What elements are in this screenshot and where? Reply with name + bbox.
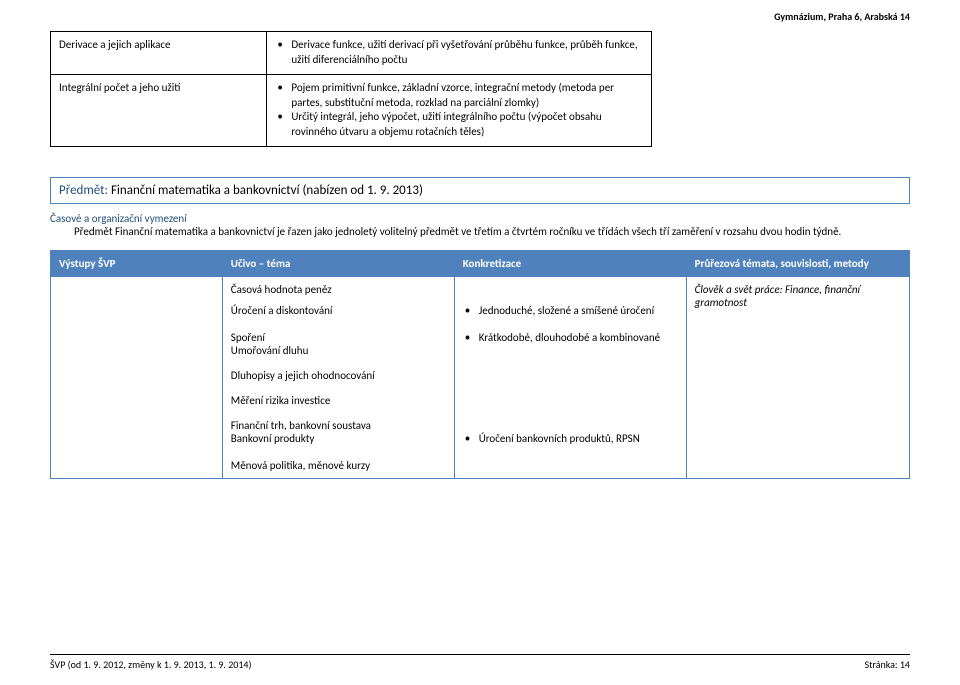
t2-r4-c0: [51, 413, 223, 453]
t2-r4-c2-spacer: [463, 419, 678, 432]
subject-suffix: (nabízen od 1. 9. 2013): [300, 183, 423, 198]
subject-box: Předmět: Finanční matematika a bankovnic…: [50, 177, 910, 204]
t2-r0-c1b: Úročení a diskontování: [231, 304, 446, 317]
t2-r1-c0: [51, 325, 223, 363]
t1-r1-b1: Určitý integrál, jeho výpočet, užití int…: [277, 110, 643, 140]
t2-row5: Měnová politika, měnové kurzy: [51, 453, 910, 479]
t2-row3: Měření rizika investice: [51, 388, 910, 413]
t2-r2-c1: Dluhopisy a jejich ohodnocování: [222, 363, 454, 388]
t1-r0-left: Derivace a jejich aplikace: [51, 32, 267, 75]
t2-head-c2: Konkretizace: [454, 250, 686, 276]
t2-r5-c3: [686, 453, 909, 479]
t2-r3-c2: [454, 388, 686, 413]
t2-r2-c0: [51, 363, 223, 388]
t2-r5-c2: [454, 453, 686, 479]
t2-r2-c3: [686, 363, 909, 388]
t2-row0: Časová hodnota peněz Úročení a diskontov…: [51, 276, 910, 324]
t1-r0-right: Derivace funkce, užití derivací při vyše…: [267, 32, 652, 75]
t2-r5-c0: [51, 453, 223, 479]
intro-label: Časové a organizační vymezení: [50, 212, 910, 225]
t2-head-c3: Průřezová témata, souvislosti, metody: [686, 250, 909, 276]
t2-r0-c3: Člověk a svět práce: Finance, finanční g…: [686, 276, 909, 324]
t2-r1-c2: Krátkodobé, dlouhodobé a kombinované: [454, 325, 686, 363]
t2-r0-c0: [51, 276, 223, 324]
t2-r3-c0: [51, 388, 223, 413]
t2-r4-c1: Finanční trh, bankovní soustava Bankovní…: [222, 413, 454, 453]
t1-r0-b0: Derivace funkce, užití derivací při vyše…: [277, 38, 643, 68]
t2-head-c1: Učivo – téma: [222, 250, 454, 276]
t1-r1-b0: Pojem primitivní funkce, základní vzorce…: [277, 81, 643, 111]
t2-r4-c1b: Bankovní produkty: [231, 432, 446, 445]
t2-r1-c1: Spoření Umořování dluhu: [222, 325, 454, 363]
t2-r0-c2b: Jednoduché, složené a smíšené úročení: [465, 304, 678, 319]
t2-head-c0: Výstupy ŠVP: [51, 250, 223, 276]
t2-r0-c2: Jednoduché, složené a smíšené úročení: [454, 276, 686, 324]
t2-r2-c2: [454, 363, 686, 388]
t2-head-row: Výstupy ŠVP Učivo – téma Konkretizace Pr…: [51, 250, 910, 276]
footer-left: ŠVP (od 1. 9. 2012, změny k 1. 9. 2013, …: [50, 658, 252, 671]
page-footer: ŠVP (od 1. 9. 2012, změny k 1. 9. 2013, …: [50, 654, 910, 671]
intro-block: Časové a organizační vymezení Předmět Fi…: [50, 212, 910, 240]
t2-row4: Finanční trh, bankovní soustava Bankovní…: [51, 413, 910, 453]
subject-label: Předmět:: [59, 183, 111, 198]
t2-r4-c2: Úročení bankovních produktů, RPSN: [454, 413, 686, 453]
t2-r4-c1a: Finanční trh, bankovní soustava: [231, 419, 446, 432]
t1-r1-right: Pojem primitivní funkce, základní vzorce…: [267, 74, 652, 146]
intro-body: Předmět Finanční matematika a bankovnict…: [50, 225, 910, 240]
t2-row2: Dluhopisy a jejich ohodnocování: [51, 363, 910, 388]
t2-row1: Spoření Umořování dluhu Krátkodobé, dlou…: [51, 325, 910, 363]
t1-r1-left: Integrální počet a jeho užití: [51, 74, 267, 146]
t2-r1-c1b: Umořování dluhu: [231, 344, 446, 357]
t2-r1-c1a: Spoření: [231, 331, 446, 344]
t2-r0-c2-spacer: [463, 283, 678, 296]
t2-r1-c2b: Krátkodobé, dlouhodobé a kombinované: [465, 331, 678, 346]
t2-r4-c2b: Úročení bankovních produktů, RPSN: [465, 432, 678, 447]
t2-r0-c1a: Časová hodnota peněz: [231, 283, 446, 296]
t2-r0-c1: Časová hodnota peněz Úročení a diskontov…: [222, 276, 454, 324]
page-header-school: Gymnázium, Praha 6, Arabská 14: [50, 10, 910, 23]
t2-r0-c3-text: Člověk a svět práce: Finance, finanční g…: [695, 283, 860, 309]
footer-right: Stránka: 14: [864, 658, 910, 671]
t2-r3-c3: [686, 388, 909, 413]
t2-r4-c3: [686, 413, 909, 453]
upper-table: Derivace a jejich aplikace Derivace funk…: [50, 31, 652, 147]
t2-r1-c3: [686, 325, 909, 363]
t2-r5-c1: Měnová politika, měnové kurzy: [222, 453, 454, 479]
subject-name: Finanční matematika a bankovnictví: [111, 183, 300, 198]
lower-table: Výstupy ŠVP Učivo – téma Konkretizace Pr…: [50, 250, 910, 479]
t2-r3-c1: Měření rizika investice: [222, 388, 454, 413]
